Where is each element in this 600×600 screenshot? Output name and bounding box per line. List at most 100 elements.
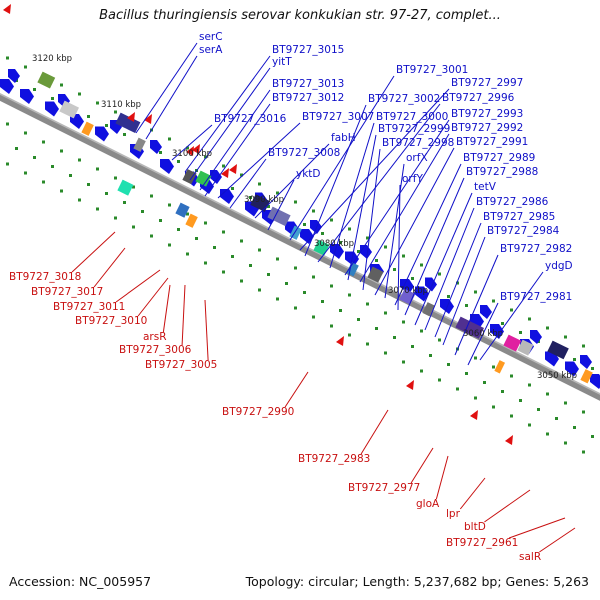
tick-mark — [384, 311, 387, 315]
tick-mark — [465, 372, 468, 375]
tick-mark — [501, 390, 504, 393]
forward-leader-line — [329, 122, 375, 269]
kbp-marker: 3100 kbp — [172, 149, 212, 159]
forward-gene-arrow — [590, 374, 600, 389]
tick-mark — [186, 252, 189, 256]
forward-leader-line — [394, 163, 462, 306]
tick-mark — [6, 162, 9, 166]
map-title: Bacillus thuringiensis serovar konkukian… — [99, 8, 501, 23]
reverse-gene-label: BT9727_3017 — [31, 286, 103, 298]
forward-gene-label: BT9727_3002 — [368, 93, 440, 105]
reverse-leader-line — [71, 231, 116, 273]
feature-box — [195, 170, 212, 187]
tick-mark — [240, 239, 243, 243]
reverse-leader-line — [115, 269, 161, 303]
tick-mark — [186, 212, 189, 216]
tick-mark — [87, 115, 90, 118]
reverse-leader-line — [204, 299, 209, 361]
kbp-marker: 3110 kbp — [101, 100, 141, 110]
reverse-gene-label: BT9727_3011 — [53, 301, 125, 313]
feature-box — [175, 202, 190, 218]
tick-mark — [222, 164, 225, 168]
reverse-leader-line — [459, 477, 486, 510]
tick-mark — [519, 331, 522, 334]
tick-mark — [87, 183, 90, 186]
tick-mark — [420, 329, 423, 333]
feature-box — [182, 169, 197, 185]
tick-mark — [357, 250, 360, 253]
tick-mark — [366, 236, 369, 240]
tick-mark — [528, 423, 531, 427]
reverse-gene-label: BT9727_3005 — [145, 359, 217, 371]
reverse-gene-label: BT9727_3010 — [75, 315, 147, 327]
tick-mark — [564, 401, 567, 405]
forward-gene-arrow — [0, 79, 14, 94]
tick-mark — [537, 408, 540, 411]
tick-mark — [168, 203, 171, 207]
tick-mark — [456, 281, 459, 285]
forward-gene-arrow — [20, 89, 34, 104]
reverse-gene-label: salR — [519, 551, 541, 563]
forward-gene-label: tetV — [474, 181, 497, 193]
tick-mark — [546, 432, 549, 436]
tick-mark — [150, 194, 153, 198]
feature-box — [455, 316, 484, 339]
tick-mark — [555, 417, 558, 420]
tick-mark — [501, 322, 504, 325]
tick-mark — [24, 65, 27, 69]
feature-box — [117, 179, 134, 196]
forward-gene-label: yktD — [296, 168, 321, 180]
tick-mark — [267, 273, 270, 276]
reverse-gene-label: BT9727_3018 — [9, 271, 81, 283]
tick-mark — [312, 315, 315, 319]
reverse-gene-arrow — [144, 114, 152, 124]
tick-mark — [411, 277, 414, 280]
tick-mark — [591, 435, 594, 438]
tick-mark — [240, 173, 243, 177]
feature-box — [547, 340, 569, 360]
tick-mark — [303, 223, 306, 226]
tick-mark — [258, 288, 261, 292]
forward-leader-line — [344, 119, 450, 276]
forward-gene-label: BT9727_2999 — [378, 123, 450, 135]
forward-gene-label: ydgD — [545, 260, 573, 272]
tick-mark — [438, 338, 441, 342]
tick-mark — [24, 131, 27, 135]
reverse-gene-label: BT9727_2977 — [348, 482, 420, 494]
forward-gene-label: serC — [199, 31, 223, 43]
tick-mark — [159, 219, 162, 222]
tick-mark — [51, 97, 54, 100]
tick-mark — [285, 282, 288, 285]
forward-gene-label: BT9727_2985 — [483, 211, 555, 223]
reverse-gene-arrow — [127, 112, 135, 122]
reverse-gene-label: lpr — [446, 508, 461, 520]
forward-gene-label: BT9727_3013 — [272, 78, 344, 90]
tick-mark — [402, 254, 405, 258]
tick-mark — [51, 165, 54, 168]
tick-mark — [294, 306, 297, 310]
forward-gene-label: BT9727_3015 — [272, 44, 344, 56]
tick-mark — [249, 264, 252, 267]
forward-gene-label: BT9727_2996 — [442, 92, 515, 104]
tick-mark — [402, 360, 405, 364]
feature-box — [580, 369, 593, 384]
reverse-gene-arrow — [3, 4, 11, 14]
tick-mark — [60, 189, 63, 193]
tick-mark — [6, 56, 9, 60]
tick-mark — [60, 83, 63, 87]
tick-mark — [447, 295, 450, 298]
tick-mark — [33, 156, 36, 159]
tick-mark — [582, 344, 585, 348]
tick-mark — [15, 147, 18, 150]
tick-mark — [42, 140, 45, 144]
tick-mark — [519, 399, 522, 402]
feature-box — [422, 302, 435, 317]
forward-leader-line — [189, 67, 271, 181]
tick-mark — [177, 228, 180, 231]
forward-leader-line — [254, 143, 330, 219]
tick-mark — [510, 308, 513, 312]
tick-mark — [573, 358, 576, 361]
tick-mark — [222, 270, 225, 274]
tick-mark — [564, 335, 567, 339]
tick-mark — [177, 160, 180, 163]
